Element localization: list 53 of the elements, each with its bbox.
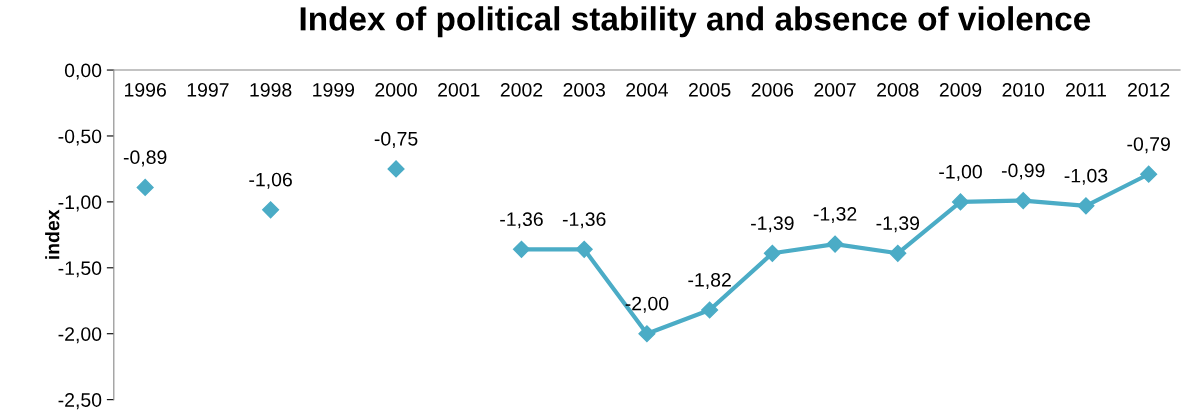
- point: [763, 244, 781, 262]
- x-tick-label: 2003: [563, 82, 605, 97]
- data-label: -2,00: [625, 296, 669, 313]
- data-label: -0,75: [374, 131, 418, 148]
- x-tick-label: 2011: [1066, 82, 1106, 97]
- x-tick-label: 2001: [438, 82, 480, 97]
- y-tick-label: -0,50: [58, 129, 102, 146]
- data-label: -1,06: [249, 172, 292, 189]
- point: [701, 301, 719, 319]
- x-tick-label: 2007: [814, 82, 856, 97]
- x-tick-label: 1998: [250, 82, 292, 97]
- data-label: -1,03: [1064, 168, 1108, 185]
- point: [826, 235, 844, 253]
- data-label: -0,79: [1127, 137, 1170, 154]
- point: [136, 178, 154, 196]
- chart-title: Index of political stability and absence of violence: [300, 6, 1091, 38]
- y-axis-title: index: [45, 209, 60, 259]
- data-label: -0,99: [1001, 163, 1045, 180]
- data-label: -1,00: [939, 164, 982, 181]
- point: [387, 160, 405, 178]
- y-tick-label: 0,00: [64, 63, 102, 80]
- point: [512, 240, 531, 258]
- x-tick-label: 2002: [500, 82, 543, 97]
- data-label: -1,39: [876, 216, 920, 233]
- y-tick-label: -1,50: [58, 261, 102, 278]
- y-tick-label: -1,00: [58, 195, 102, 212]
- x-tick-label: 1996: [125, 82, 166, 97]
- x-tick-label: 2010: [1002, 82, 1045, 97]
- x-tick-label: 2005: [688, 82, 731, 97]
- data-label: -0,89: [123, 150, 167, 167]
- point: [638, 325, 656, 343]
- x-tick-label: 2006: [751, 82, 794, 97]
- point: [1077, 197, 1095, 215]
- data-label: -1,39: [751, 216, 794, 233]
- point: [262, 201, 280, 219]
- x-tick-label: 2009: [939, 82, 982, 97]
- point: [1140, 165, 1158, 183]
- x-tick-label: 2008: [877, 82, 919, 97]
- y-tick-label: -2,00: [58, 327, 102, 344]
- point: [951, 193, 970, 211]
- x-tick-label: 1997: [187, 82, 229, 97]
- data-label: -1,32: [813, 207, 857, 224]
- x-tick-label: 1999: [313, 82, 355, 97]
- x-tick-label: 2012: [1128, 82, 1170, 97]
- point: [575, 240, 593, 258]
- x-tick-label: 2000: [375, 82, 417, 97]
- data-label: -1,36: [500, 212, 543, 229]
- x-tick-label: 2004: [626, 82, 668, 97]
- data-label: -1,36: [562, 212, 606, 229]
- y-tick-label: -2,50: [58, 393, 102, 410]
- data-label: -1,82: [688, 272, 731, 289]
- point: [1014, 192, 1032, 210]
- point: [889, 244, 907, 262]
